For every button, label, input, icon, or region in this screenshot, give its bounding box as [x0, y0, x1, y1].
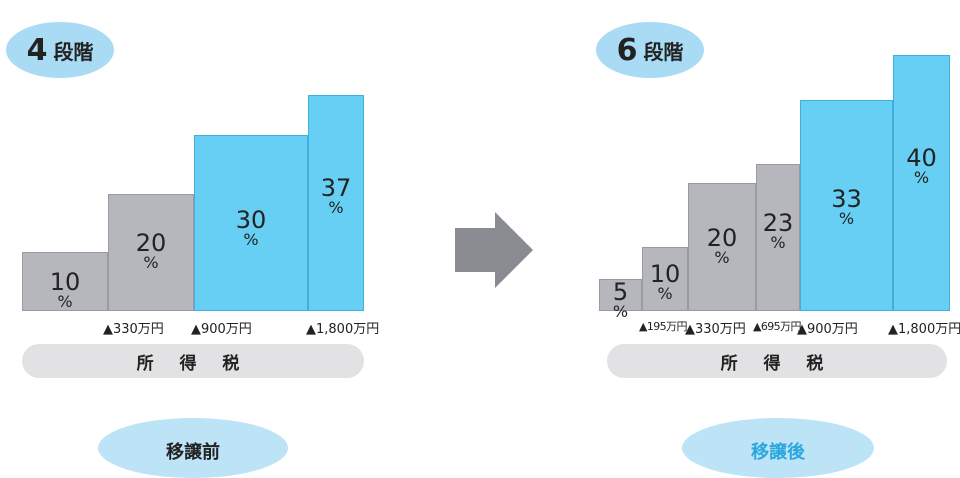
transition-arrow-icon [455, 212, 533, 288]
before-stage-number: 4 [26, 32, 48, 68]
arrow-shape [455, 212, 533, 288]
before-caption-text: 移譲前 [166, 442, 220, 463]
income-threshold-label: ▲695万円 [753, 320, 801, 333]
before-income-tax-label: 所 得 税 [22, 344, 364, 378]
tax-rate-value: 20 [135, 229, 167, 257]
tax-rate-bar: 23% [756, 164, 800, 311]
after-caption: 移譲後 [682, 418, 874, 478]
tax-rate-value: 30 [235, 206, 267, 234]
before-stage-word: 段階 [53, 39, 94, 64]
tax-rate-unit: % [328, 198, 344, 217]
before-caption: 移譲前 [98, 418, 288, 478]
tax-rate-unit: % [657, 284, 673, 303]
tax-rate-value: 33 [831, 185, 862, 213]
after-stage-number: 6 [616, 32, 638, 68]
tax-rate-value: 10 [49, 268, 81, 296]
income-threshold-label: ▲1,800万円 [306, 322, 380, 337]
after-caption-text: 移譲後 [751, 442, 805, 463]
income-threshold-label: ▲195万円 [639, 320, 687, 333]
before-stage-badge: 4 段階 [6, 22, 114, 78]
tax-rate-bar: 10% [22, 252, 108, 311]
income-threshold-label: ▲900万円 [797, 322, 858, 337]
tax-rate-bar: 40% [893, 55, 950, 311]
tax-rate-value: 20 [706, 224, 738, 252]
tax-rate-unit: % [612, 302, 629, 321]
tax-rate-unit: % [838, 209, 855, 228]
tax-rate-unit: % [714, 248, 730, 267]
tax-rate-bar: 20% [108, 194, 194, 311]
income-threshold-label: ▲330万円 [103, 322, 164, 337]
income-threshold-label: ▲330万円 [685, 322, 746, 337]
tax-rate-unit: % [143, 253, 159, 272]
income-threshold-label: ▲900万円 [191, 322, 252, 337]
income-threshold-label: ▲1,800万円 [888, 322, 960, 337]
tax-rate-bar: 5% [599, 278, 642, 320]
tax-rate-unit: % [770, 233, 786, 252]
after-stage-word: 段階 [643, 39, 684, 64]
tax-rate-bar: 37% [308, 95, 364, 311]
tax-rate-unit: % [57, 292, 73, 311]
after-income-tax-label: 所 得 税 [607, 344, 947, 378]
tax-rate-bar: 30% [194, 135, 308, 311]
tax-rate-value: 10 [649, 260, 681, 288]
tax-rate-bar: 33% [800, 100, 893, 311]
tax-rate-value: 23 [762, 209, 794, 237]
tax-rate-value: 37 [320, 174, 352, 202]
tax-rate-unit: % [243, 230, 259, 249]
tax-rate-bar: 20% [688, 183, 756, 311]
after-stage-badge: 6 段階 [596, 22, 704, 78]
tax-rate-bar: 10% [642, 247, 688, 311]
tax-rate-value: 40 [906, 144, 937, 172]
tax-rate-unit: % [913, 168, 930, 187]
tax-rate-value: 5 [612, 278, 629, 306]
